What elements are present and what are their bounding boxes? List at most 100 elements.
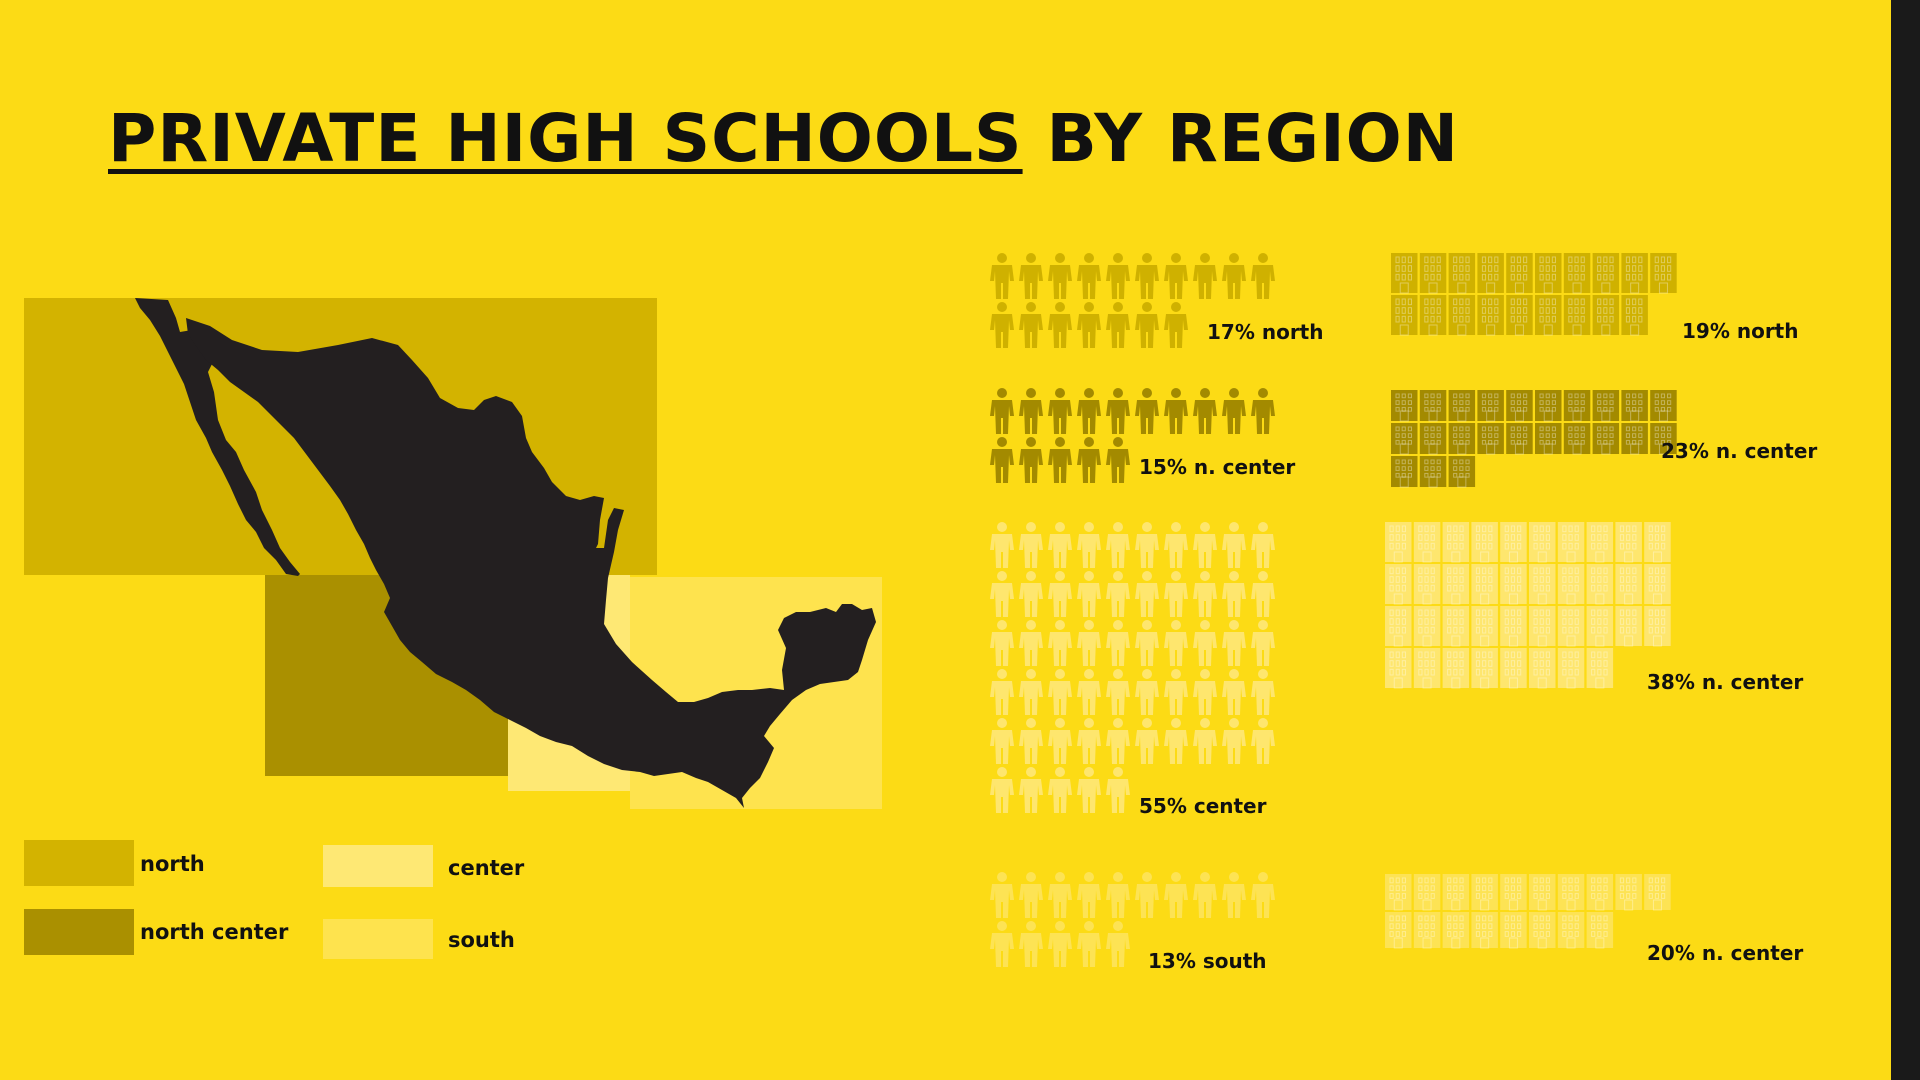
person-icon [1251,522,1275,568]
person-icon [1048,767,1072,813]
person-icon [1048,437,1072,483]
person-icon [1251,872,1275,918]
building-icon [1413,606,1441,647]
building-icon [1442,564,1470,605]
person-icon [1193,669,1217,715]
building-icon [1442,648,1470,689]
building-icon [1535,253,1562,294]
title-rest-part: BY REGION [1022,100,1459,177]
person-icon [1019,253,1043,299]
person-icon [1106,669,1130,715]
building-icon [1413,912,1441,949]
building-icon [1500,522,1527,563]
legend-swatch-center [323,845,433,887]
person-icon [1019,302,1043,348]
person-icon [1222,872,1246,918]
building-icon [1644,522,1671,563]
building-icon [1621,295,1648,336]
building-icon [1615,522,1642,563]
legend-swatch-north [24,840,134,886]
mainland-mexico-shape [186,318,876,808]
person-icon [1077,253,1101,299]
person-icon [1048,302,1072,348]
person-icon [990,767,1014,813]
building-icon [1506,253,1533,294]
building-icon [1529,874,1556,911]
building-icon [1419,456,1447,488]
person-icon [1222,718,1246,764]
building-icon [1557,564,1585,605]
person-icon [990,718,1014,764]
person-icon [1193,522,1217,568]
building-icon [1592,253,1620,294]
building-icon [1557,912,1585,949]
person-icon [990,302,1014,348]
page-title: PRIVATE HIGH SCHOOLS BY REGION [108,100,1459,177]
person-icon [1164,669,1188,715]
person-icon [1164,620,1188,666]
building-icon [1391,295,1418,336]
building-icon [1563,295,1591,336]
building-icon [1413,874,1441,911]
building-icon [1557,522,1585,563]
person-icon [1077,571,1101,617]
person-icon [1077,767,1101,813]
legend-swatch-north-center [24,909,134,955]
building-icon [1413,522,1441,563]
person-icon [1135,302,1159,348]
person-icon [1222,620,1246,666]
building-icon [1442,606,1470,647]
building-icon [1586,522,1614,563]
person-icon [1193,253,1217,299]
building-icon [1650,390,1677,422]
person-icon [1222,522,1246,568]
person-icon [990,253,1014,299]
person-icon [1019,767,1043,813]
person-icon [1106,571,1130,617]
label-schools-center: 38% n. center [1647,670,1804,694]
person-icon [1251,620,1275,666]
building-icon [1615,564,1642,605]
label-people-south: 13% south [1148,949,1267,973]
person-icon [1048,388,1072,434]
building-icon [1592,390,1620,422]
person-icon [1106,921,1130,967]
building-icon [1563,253,1591,294]
person-icon [1193,571,1217,617]
building-icon [1586,606,1614,647]
person-icon [1164,253,1188,299]
person-icon [990,669,1014,715]
person-icon [1106,302,1130,348]
person-icon [1077,872,1101,918]
building-icon [1385,874,1412,911]
building-icon [1586,564,1614,605]
building-icon [1650,423,1677,455]
building-icon [1448,253,1476,294]
person-icon [1164,522,1188,568]
building-icon [1442,912,1470,949]
person-icon [1251,571,1275,617]
building-icon [1557,648,1585,689]
label-schools-north-center: 23% n. center [1661,439,1818,463]
person-icon [1135,388,1159,434]
person-icon [1106,767,1130,813]
person-icon [1077,388,1101,434]
person-icon [1106,253,1130,299]
building-icon [1557,606,1585,647]
building-icon [1391,390,1418,422]
person-icon [990,921,1014,967]
person-icon [1019,437,1043,483]
building-icon [1500,606,1527,647]
person-icon [990,437,1014,483]
building-icon [1500,648,1527,689]
person-icon [1019,388,1043,434]
person-icon [990,620,1014,666]
person-icon [1048,253,1072,299]
building-icon [1419,295,1447,336]
building-icon [1535,423,1562,455]
person-icon [1164,718,1188,764]
building-icon [1500,564,1527,605]
